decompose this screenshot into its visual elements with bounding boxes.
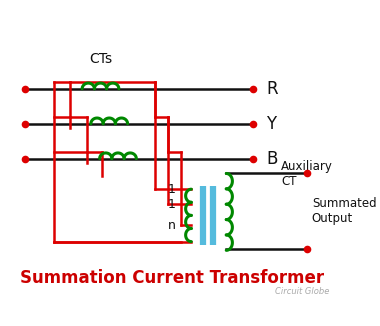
Text: Summated
Output: Summated Output (312, 197, 377, 225)
Text: 1: 1 (168, 198, 176, 211)
Text: R: R (266, 80, 278, 98)
Text: CTs: CTs (89, 52, 112, 66)
Text: Y: Y (266, 115, 277, 133)
Text: 1: 1 (168, 183, 176, 196)
Text: Summation Current Transformer: Summation Current Transformer (20, 269, 324, 287)
Text: Auxiliary
CT: Auxiliary CT (281, 160, 333, 188)
Text: n: n (168, 218, 176, 231)
Text: Circuit Globe: Circuit Globe (275, 287, 329, 296)
Text: B: B (266, 150, 278, 168)
